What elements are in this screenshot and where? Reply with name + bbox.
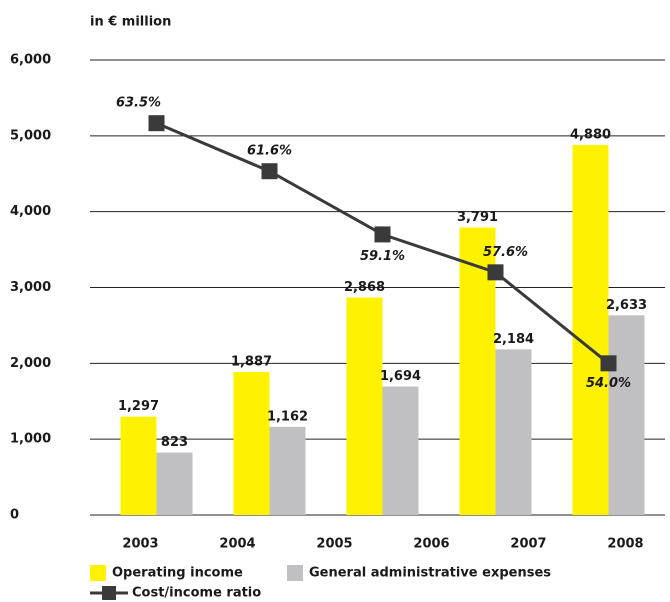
legend-swatch (102, 586, 116, 600)
x-tick-label: 2006 (413, 537, 449, 552)
line-value-label: 57.6% (483, 245, 528, 260)
bar (608, 315, 645, 515)
y-tick-label: 1,000 (10, 432, 51, 447)
line-marker (374, 226, 391, 243)
bar-value-label: 3,791 (457, 210, 498, 225)
x-tick-label: 2007 (510, 537, 546, 552)
bar-value-label: 1,162 (267, 409, 308, 424)
bar-value-label: 1,694 (380, 369, 421, 384)
bar-value-label: 4,880 (570, 127, 611, 142)
line-marker (600, 355, 617, 372)
x-tick-label: 2004 (219, 537, 255, 552)
bar (156, 452, 193, 515)
bar (233, 371, 270, 515)
bar-value-label: 2,633 (606, 298, 647, 313)
line-value-label: 61.6% (247, 144, 292, 159)
legend-label: General administrative expenses (309, 566, 551, 581)
bar (120, 416, 157, 515)
bar (572, 144, 609, 515)
bar (269, 426, 306, 515)
y-tick-label: 2,000 (10, 356, 51, 371)
bar (495, 349, 532, 515)
bar-value-label: 1,887 (231, 354, 272, 369)
line-marker (487, 264, 504, 281)
line-marker (261, 163, 278, 180)
legend-swatch (90, 565, 106, 581)
line-marker (148, 115, 165, 132)
bar-value-label: 2,868 (344, 280, 385, 295)
y-tick-label: 5,000 (10, 128, 51, 143)
y-tick-label: 3,000 (10, 280, 51, 295)
y-tick-label: 4,000 (10, 204, 51, 219)
line-value-label: 54.0% (586, 376, 631, 391)
y-axis-label: in € million (90, 15, 171, 30)
x-tick-label: 2008 (607, 537, 643, 552)
x-tick-label: 2003 (122, 537, 158, 552)
x-tick-label: 2005 (316, 537, 352, 552)
legend-swatch (287, 565, 303, 581)
legend-label: Operating income (112, 566, 243, 581)
bar-value-label: 1,297 (118, 399, 159, 414)
line-value-label: 63.5% (116, 96, 161, 111)
line-value-label: 59.1% (360, 249, 405, 264)
bar (346, 297, 383, 515)
legend-label: Cost/income ratio (132, 586, 261, 601)
bar-value-label: 823 (161, 435, 188, 450)
y-tick-label: 6,000 (10, 53, 51, 68)
bar (382, 386, 419, 515)
bar-value-label: 2,184 (493, 332, 534, 347)
y-tick-label: 0 (10, 508, 19, 523)
